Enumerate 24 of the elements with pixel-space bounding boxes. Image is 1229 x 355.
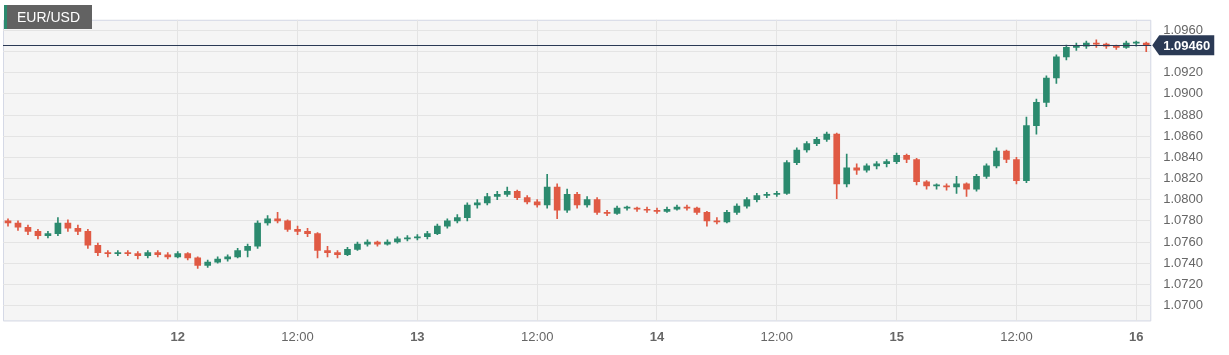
x-tick-label: 13 xyxy=(410,328,425,344)
y-tick-label: 1.0740 xyxy=(1163,254,1203,270)
x-tick-label: 14 xyxy=(649,328,665,344)
y-tick-label: 1.0960 xyxy=(1163,21,1203,37)
x-tick-label: 16 xyxy=(1129,328,1144,344)
x-tick-label: 12:00 xyxy=(760,328,794,344)
y-tick-label: 1.0820 xyxy=(1163,170,1203,186)
x-tick-label: 12:00 xyxy=(281,328,314,344)
y-tick-label: 1.0900 xyxy=(1163,85,1203,101)
ref-line-label: 1.09460 xyxy=(1163,37,1211,53)
x-tick-label: 12:00 xyxy=(1000,328,1033,344)
y-tick-label: 1.0860 xyxy=(1163,127,1203,143)
y-tick-label: 1.0800 xyxy=(1163,191,1203,207)
chart-title: EUR/USD xyxy=(4,5,93,29)
y-tick-label: 1.0880 xyxy=(1163,106,1203,122)
y-tick-label: 1.0700 xyxy=(1163,297,1203,313)
x-tick-label: 12 xyxy=(170,328,185,344)
y-tick-label: 1.0720 xyxy=(1163,275,1203,291)
x-tick-label: 15 xyxy=(889,328,904,344)
x-tick-label: 12:00 xyxy=(520,328,554,344)
y-tick-label: 1.0920 xyxy=(1163,64,1203,80)
y-tick-label: 1.0760 xyxy=(1163,233,1203,249)
y-tick-label: 1.0840 xyxy=(1163,148,1203,164)
y-tick-label: 1.0780 xyxy=(1163,212,1203,228)
